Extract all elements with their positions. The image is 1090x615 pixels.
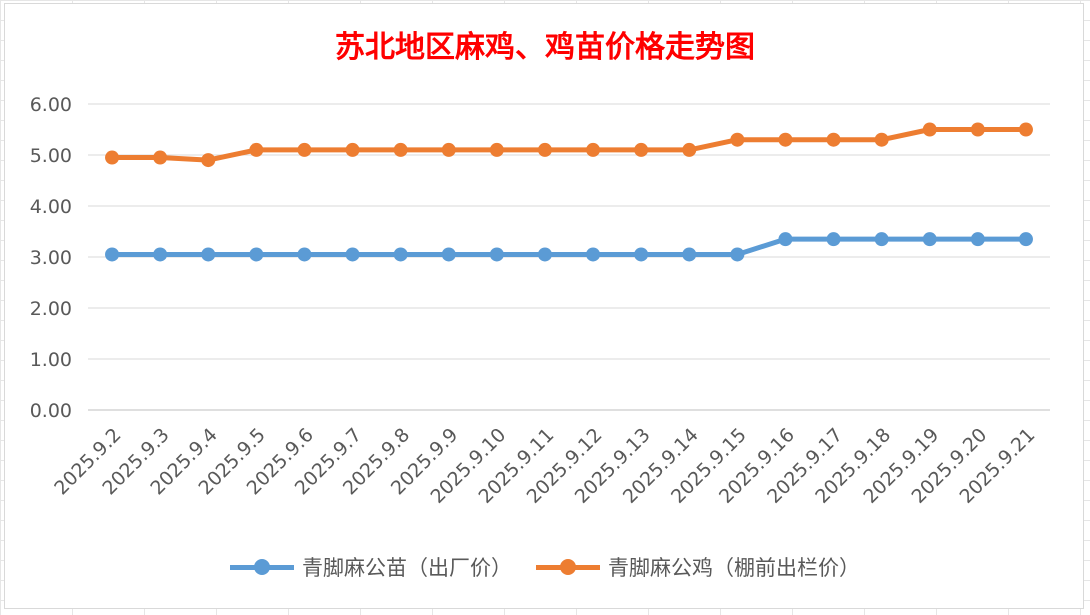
series-1-point: [297, 247, 312, 262]
series-1-point: [874, 232, 889, 247]
series-line-2: [112, 127, 1026, 163]
series-2-point: [489, 142, 504, 157]
series-1-point: [105, 247, 120, 262]
legend-marker-icon: [230, 557, 294, 577]
legend-item-1: 青脚麻公苗（出厂价）: [230, 552, 512, 582]
series-2-point: [778, 132, 793, 147]
legend-label: 青脚麻公苗（出厂价）: [302, 556, 512, 580]
series-1-point: [778, 232, 793, 247]
legend: 青脚麻公苗（出厂价） 青脚麻公鸡（棚前出栏价）: [0, 552, 1090, 582]
y-tick-label: 6.00: [30, 94, 72, 116]
y-tick-label: 5.00: [30, 145, 72, 167]
series-1-point: [345, 247, 360, 262]
series-1-point: [682, 247, 697, 262]
series-2-point: [441, 142, 456, 157]
y-tick-label: 2.00: [30, 298, 72, 320]
series-2-point: [393, 142, 408, 157]
series-1-point: [922, 232, 937, 247]
series-1-point: [730, 247, 745, 262]
legend-label: 青脚麻公鸡（棚前出栏价）: [608, 556, 860, 580]
series-1-point: [153, 247, 168, 262]
series-2-point: [922, 122, 937, 137]
y-tick-label: 3.00: [30, 247, 72, 269]
series-1-point: [489, 247, 504, 262]
legend-item-2: 青脚麻公鸡（棚前出栏价）: [536, 552, 860, 582]
series-1-point: [586, 247, 601, 262]
series-2-point: [874, 132, 889, 147]
y-tick-label: 4.00: [30, 196, 72, 218]
series-2-point: [345, 142, 360, 157]
series-2-point: [970, 122, 985, 137]
y-tick-label: 0.00: [30, 400, 72, 422]
series-2-point: [730, 132, 745, 147]
chart-title: 苏北地区麻鸡、鸡苗价格走势图: [335, 30, 755, 65]
series-1-point: [970, 232, 985, 247]
series-2-point: [105, 150, 120, 165]
series-2-point: [249, 142, 264, 157]
series-1-point: [826, 232, 841, 247]
series-2-point: [537, 142, 552, 157]
series-2-point: [297, 142, 312, 157]
series-1-point: [441, 247, 456, 262]
series-line-1: [112, 236, 1026, 257]
series-2-point: [1018, 122, 1033, 137]
series-2-point: [682, 142, 697, 157]
series-1-point: [537, 247, 552, 262]
series-1-point: [1018, 232, 1033, 247]
series-2-point: [153, 150, 168, 165]
series-2-point: [201, 153, 216, 168]
series-1-point: [249, 247, 264, 262]
series-2-point: [586, 142, 601, 157]
series-1-point: [634, 247, 649, 262]
series-1-point: [393, 247, 408, 262]
series-2-point: [826, 132, 841, 147]
series-1-point: [201, 247, 216, 262]
y-tick-label: 1.00: [30, 349, 72, 371]
series-2-point: [634, 142, 649, 157]
legend-marker-icon: [536, 557, 600, 577]
